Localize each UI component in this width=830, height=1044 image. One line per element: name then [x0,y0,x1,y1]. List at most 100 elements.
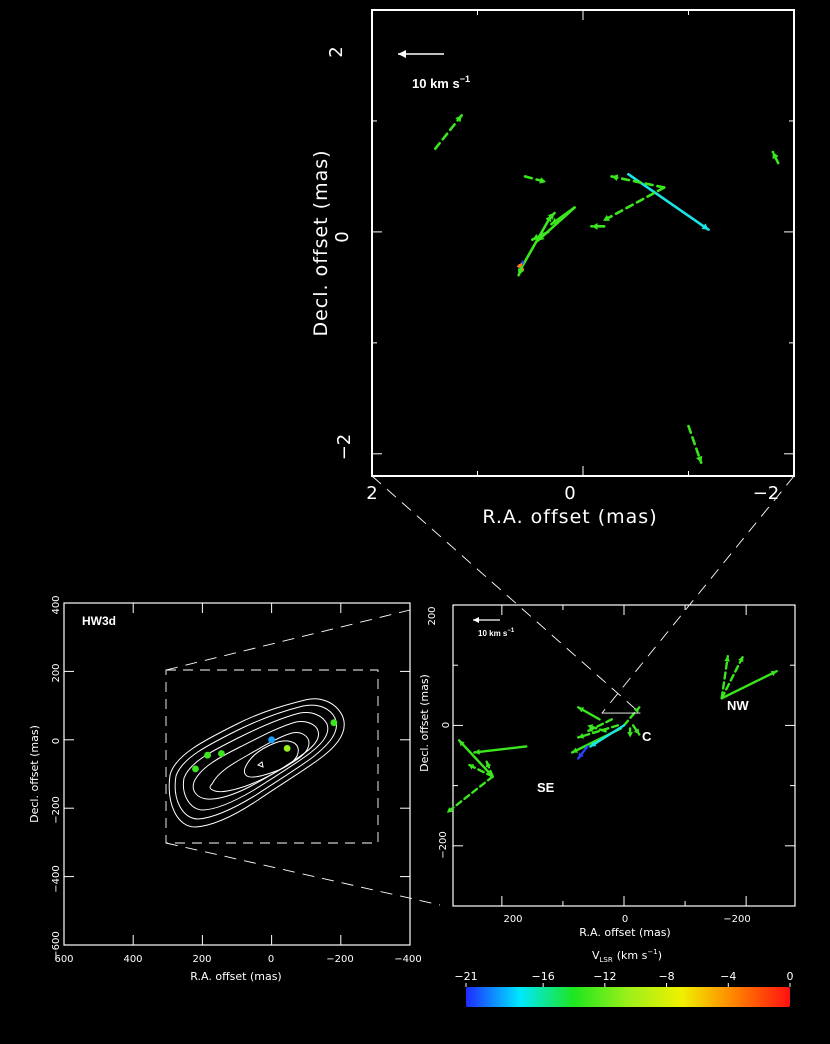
velocity-vector [720,654,745,700]
top-panel: 10 km s−1 2 0 −2 2 0 −2 R.A. offset (mas… [310,9,795,528]
velocity-vector [589,724,626,748]
contour-2 [174,704,337,820]
group-label-nw: NW [727,698,749,713]
vector-arrowhead [474,749,480,755]
contour-1 [168,698,345,828]
velocity-vector [576,706,601,721]
velocity-vector [517,266,525,277]
vector-arrowhead [772,152,779,160]
colorbar: VLSR (km s−1) −21 −16 −12 −8 −4 0 [454,948,794,1007]
vector-shaft [576,724,620,739]
left-panel-ticks [64,603,410,945]
top-panel-ticks [371,9,795,476]
left-xlabel: R.A. offset (mas) [190,970,281,983]
right-ytick-label-200: 200 [427,606,438,625]
left-panel-frame [63,602,411,946]
maser-point [204,751,211,759]
vector-arrowhead [539,177,547,184]
right-xtick-label-0: 0 [622,914,628,925]
vector-arrowhead [695,455,703,463]
velocity-vector [586,724,607,733]
maser-point [192,765,199,773]
vector-shaft [589,724,626,748]
vector-arrowhead [455,115,462,123]
vector-arrowhead [724,656,730,662]
top-xlabel: R.A. offset (mas) [482,506,657,528]
velocity-vector [485,760,494,778]
vector-arrowhead [537,234,545,241]
vector-shaft [720,654,745,700]
right-scale-label: 10 km s−1 [478,628,515,638]
maser-point [268,736,275,744]
top-xtick-label-pos2: 2 [366,483,377,504]
colorbar-tick-label: 0 [787,970,794,983]
vector-arrowhead [459,740,465,747]
continuum-contours [168,698,345,828]
left-zoom-box [165,669,379,844]
vector-arrowhead [611,174,619,181]
velocity-vector [610,174,666,189]
top-scale-label: 10 km s−1 [412,74,470,91]
colorbar-bar [466,987,790,1007]
top-scale-arrowhead [398,50,406,58]
velocity-vector [627,172,710,231]
vector-arrowhead [591,223,598,230]
right-ytick-label-0: 0 [441,722,452,728]
velocity-vector [433,114,463,150]
left-xtick-label-600: 600 [54,954,73,965]
velocity-vector [771,150,780,165]
zoom-line-left-top [165,609,411,671]
colorbar-tick-label: −16 [532,970,555,983]
vector-shaft [720,670,778,700]
contour-7 [256,761,264,768]
top-ytick-label-neg2: −2 [334,434,355,461]
velocity-vector [631,724,641,736]
right-scale-arrowhead [473,617,479,623]
colorbar-ticks: −21 −16 −12 −8 −4 0 [454,970,794,987]
vector-arrowhead [446,807,453,813]
maser-point [283,744,291,752]
top-ylabel: Decl. offset (mas) [310,149,332,336]
velocity-vector [467,763,494,778]
right-xtick-label-200: 200 [503,914,522,925]
vector-shaft [627,172,710,231]
contour-6 [243,740,299,778]
vector-arrowhead [738,656,744,663]
vector-arrowhead [578,752,584,759]
vector-arrowhead [633,728,640,735]
left-ytick-label-0: 0 [51,738,62,744]
vector-shaft [687,424,703,464]
maser-point [330,719,338,727]
zoom-line-top-right [601,475,795,714]
velocity-vector [576,724,620,739]
vector-arrowhead [603,214,611,221]
left-ylabel: Decl. offset (mas) [28,725,41,823]
colorbar-label: VLSR (km s−1) [592,948,662,964]
left-ytick-label-neg400: −400 [51,865,62,892]
colorbar-tick-label: −4 [720,970,736,983]
velocity-vector [622,706,641,727]
contour-5 [209,732,310,793]
vector-arrowhead [633,707,640,714]
group-label-se: SE [537,780,555,795]
contour-4 [192,721,320,800]
vector-arrowhead [468,764,475,770]
group-label-c: C [642,729,652,744]
left-xtick-label-neg200: −200 [326,954,353,965]
zoom-line-left-bottom [165,842,441,906]
vector-arrowhead [532,233,540,240]
left-ytick-label-neg200: −200 [51,796,62,823]
velocity-vector [473,745,528,755]
vector-arrowhead [578,733,585,739]
contour-3 [182,712,329,811]
colorbar-tick-label: −21 [454,970,477,983]
vector-arrowhead [701,223,709,230]
vector-arrowhead [587,726,594,732]
vector-arrowhead [587,724,594,730]
vector-arrowhead [590,741,597,747]
velocity-vector [518,213,553,273]
left-panel-title: HW3d [82,614,116,628]
right-ylabel: Decl. offset (mas) [418,674,431,772]
vector-arrowhead [545,215,552,223]
vector-shaft [610,175,666,189]
